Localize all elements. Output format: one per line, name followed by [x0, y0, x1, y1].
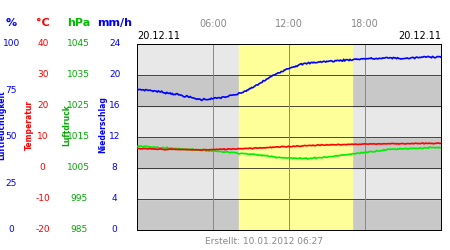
Text: 50: 50 — [5, 132, 17, 141]
Text: Luftfeuchtigkeit: Luftfeuchtigkeit — [0, 90, 7, 160]
Text: 20.12.11: 20.12.11 — [398, 31, 441, 41]
Text: °C: °C — [36, 18, 50, 28]
Text: hPa: hPa — [67, 18, 90, 28]
Text: 995: 995 — [70, 194, 87, 203]
Text: 1035: 1035 — [67, 70, 90, 79]
Text: 20.12.11: 20.12.11 — [137, 31, 180, 41]
Text: 12: 12 — [109, 132, 121, 141]
Text: 40: 40 — [37, 39, 49, 48]
Text: 4: 4 — [112, 194, 117, 203]
Text: 10: 10 — [37, 132, 49, 141]
Text: 1005: 1005 — [67, 164, 90, 172]
Text: 06:00: 06:00 — [199, 19, 227, 29]
Text: 16: 16 — [109, 101, 121, 110]
Text: 100: 100 — [3, 39, 20, 48]
Text: mm/h: mm/h — [97, 18, 132, 28]
Text: 985: 985 — [70, 226, 87, 234]
Text: 1025: 1025 — [68, 101, 90, 110]
Text: 75: 75 — [5, 86, 17, 95]
Text: 25: 25 — [5, 179, 17, 188]
Text: 20: 20 — [37, 101, 49, 110]
Text: 0: 0 — [9, 226, 14, 234]
Text: Niederschlag: Niederschlag — [98, 96, 107, 154]
Text: Luftdruck: Luftdruck — [62, 104, 71, 146]
Text: 8: 8 — [112, 164, 117, 172]
Text: 0: 0 — [112, 226, 117, 234]
Text: 0: 0 — [40, 164, 45, 172]
Text: Erstellt: 10.01.2012 06:27: Erstellt: 10.01.2012 06:27 — [205, 238, 323, 246]
Text: 24: 24 — [109, 39, 121, 48]
Text: 30: 30 — [37, 70, 49, 79]
Text: 1015: 1015 — [67, 132, 90, 141]
Text: %: % — [6, 18, 17, 28]
Text: 12:00: 12:00 — [275, 19, 303, 29]
Text: 1045: 1045 — [68, 39, 90, 48]
Text: Temperatur: Temperatur — [25, 100, 34, 150]
Text: 20: 20 — [109, 70, 121, 79]
Text: -10: -10 — [36, 194, 50, 203]
Text: 18:00: 18:00 — [351, 19, 379, 29]
Text: -20: -20 — [36, 226, 50, 234]
